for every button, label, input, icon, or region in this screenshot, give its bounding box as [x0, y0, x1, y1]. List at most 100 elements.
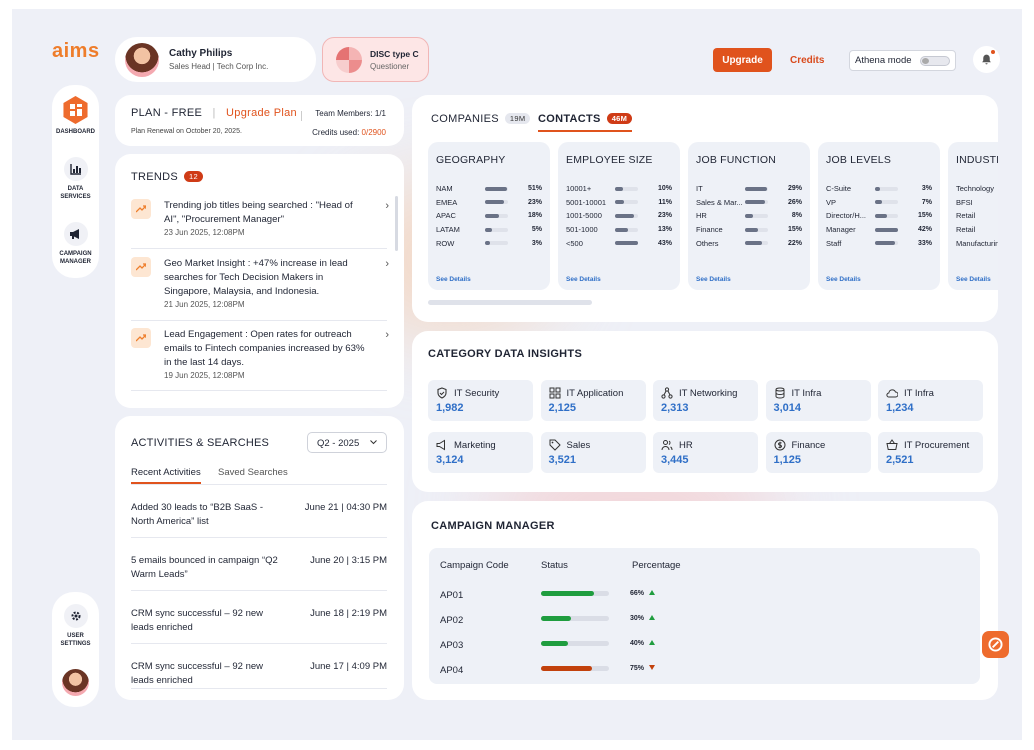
row-bar-fill: [875, 241, 895, 246]
trending-up-icon: [131, 199, 151, 219]
see-details-link[interactable]: See Details: [436, 276, 471, 283]
row-bar: [745, 186, 768, 191]
profile-role: Sales Head | Tech Corp Inc.: [169, 62, 269, 71]
trend-item[interactable]: Geo Market Insight : +47% increase in le…: [131, 257, 389, 309]
row-label: Sales & Mar...: [696, 197, 743, 207]
category-item[interactable]: IT Networking 2,313: [653, 380, 758, 421]
row-bar: [485, 186, 508, 191]
aims-logo[interactable]: aims: [52, 40, 100, 62]
tab-recent-activities[interactable]: Recent Activities: [131, 467, 201, 484]
panel-row: Director/H... 15%: [826, 209, 932, 223]
row-value: 22%: [787, 239, 802, 247]
trends-count-badge: 12: [184, 171, 203, 182]
category-name: HR: [679, 439, 693, 451]
see-details-link[interactable]: See Details: [826, 276, 861, 283]
activities-card: ACTIVITIES & SEARCHES Q2 - 2025 Recent A…: [115, 416, 404, 700]
row-value: 3%: [531, 239, 542, 247]
campaign-code-link[interactable]: AP04: [440, 665, 464, 676]
row-bar: [875, 241, 898, 246]
campaign-percentage: 30%: [630, 615, 655, 622]
dollar-icon: [774, 439, 785, 451]
trend-text: Trending job titles being searched : "He…: [164, 200, 353, 225]
tab-contacts[interactable]: CONTACTS 46M: [538, 113, 633, 132]
athena-mode-label: Athena mode: [855, 55, 912, 66]
grid-icon: [549, 387, 560, 399]
see-details-link[interactable]: See Details: [696, 276, 731, 283]
sidebar-label: USER: [67, 633, 84, 639]
divider: [131, 248, 387, 249]
campaign-code-link[interactable]: AP02: [440, 615, 464, 626]
activity-item[interactable]: 5 emails bounced in campaign “Q2 Warm Le…: [131, 554, 387, 582]
database-icon: [775, 387, 784, 399]
activity-item[interactable]: CRM sync successful – 92 new leads enric…: [131, 660, 387, 688]
gear-icon: [63, 604, 88, 628]
credits-used-value: 0/2900: [361, 128, 386, 137]
row-bar-fill: [875, 227, 898, 232]
campaign-code-link[interactable]: AP01: [440, 590, 464, 601]
sidebar-item-user-settings[interactable]: USER SETTINGS: [52, 604, 99, 648]
row-label: 10001+: [566, 184, 592, 194]
row-value: 33%: [917, 239, 932, 247]
row-bar: [485, 241, 508, 246]
row-label: Staff: [826, 238, 842, 248]
upgrade-plan-link[interactable]: Upgrade Plan: [226, 107, 297, 119]
row-label: LATAM: [436, 225, 460, 235]
row-bar-fill: [875, 200, 882, 205]
category-item[interactable]: IT Security 1,982: [428, 380, 533, 421]
activity-item[interactable]: Added 30 leads to “B2B SaaS - North Amer…: [131, 501, 387, 529]
activity-item[interactable]: CRM sync successful – 92 new leads enric…: [131, 607, 387, 635]
tab-companies[interactable]: COMPANIES 19M: [431, 113, 531, 125]
percentage-value: 40%: [630, 640, 645, 647]
category-item[interactable]: HR 3,445: [653, 432, 758, 473]
user-avatar[interactable]: [62, 669, 89, 696]
horizontal-scrollbar[interactable]: [428, 300, 592, 305]
athena-mode-toggle[interactable]: Athena mode: [849, 50, 956, 71]
trend-item[interactable]: Trending job titles being searched : "He…: [131, 199, 389, 237]
assistant-button[interactable]: [982, 631, 1009, 658]
audience-card: COMPANIES 19M CONTACTS 46M GEOGRAPHY NAM 5…: [412, 95, 998, 322]
toggle-switch[interactable]: [920, 56, 950, 66]
sidebar-item-data-services[interactable]: DATA SERVICES: [52, 157, 99, 201]
category-name: IT Application: [566, 387, 624, 399]
category-name: Finance: [791, 439, 826, 451]
percentage-value: 75%: [630, 665, 645, 672]
row-bar: [745, 241, 768, 246]
quarter-select[interactable]: Q2 - 2025: [307, 432, 387, 453]
sidebar-item-campaign-manager[interactable]: CAMPAIGN MANAGER: [52, 222, 99, 266]
sidebar-item-dashboard[interactable]: DASHBOARD: [52, 96, 99, 136]
credits-link[interactable]: Credits: [790, 55, 825, 66]
divider: [131, 643, 387, 644]
trend-item[interactable]: Lead Engagement : Open rates for outreac…: [131, 328, 389, 380]
row-bar: [615, 186, 638, 191]
user-profile-card[interactable]: Cathy Philips Sales Head | Tech Corp Inc…: [115, 37, 316, 82]
status-bar: [541, 666, 609, 671]
category-item[interactable]: IT Infra 1,234: [878, 380, 983, 421]
status-bar: [541, 591, 609, 596]
disc-type-card[interactable]: DISC type C Questioner: [322, 37, 429, 82]
category-item[interactable]: IT Procurement 2,521: [878, 432, 983, 473]
panel-row: ROW 3%: [436, 236, 542, 250]
activity-date: June 17 | 4:09 PM: [310, 661, 387, 672]
upgrade-button[interactable]: Upgrade: [713, 48, 772, 72]
trend-date: 21 Jun 2025, 12:08PM: [164, 300, 245, 309]
see-details-link[interactable]: See Details: [956, 276, 991, 283]
see-details-link[interactable]: See Details: [566, 276, 601, 283]
category-item[interactable]: Finance 1,125: [765, 432, 871, 473]
category-item[interactable]: IT Application 2,125: [540, 380, 646, 421]
stat-panel: JOB LEVELS C-Suite 3% VP 7% Director/H..…: [818, 142, 940, 290]
category-item[interactable]: Sales 3,521: [540, 432, 646, 473]
notification-button[interactable]: [973, 46, 1000, 73]
category-item[interactable]: Marketing 3,124: [428, 432, 533, 473]
sidebar-label: SETTINGS: [60, 641, 91, 647]
category-value: 2,125: [548, 402, 577, 414]
panel-title: JOB FUNCTION: [696, 154, 776, 166]
campaign-code-link[interactable]: AP03: [440, 640, 464, 651]
sidebar-label: DATA: [67, 186, 84, 192]
row-bar: [485, 227, 508, 232]
row-bar-fill: [485, 186, 507, 191]
scrollbar[interactable]: [395, 196, 398, 251]
cloud-icon: [886, 389, 898, 398]
campaign-table: Campaign Code Status Percentage AP01 66%…: [429, 548, 980, 684]
tab-saved-searches[interactable]: Saved Searches: [218, 467, 288, 478]
category-item[interactable]: IT Infra 3,014: [765, 380, 871, 421]
